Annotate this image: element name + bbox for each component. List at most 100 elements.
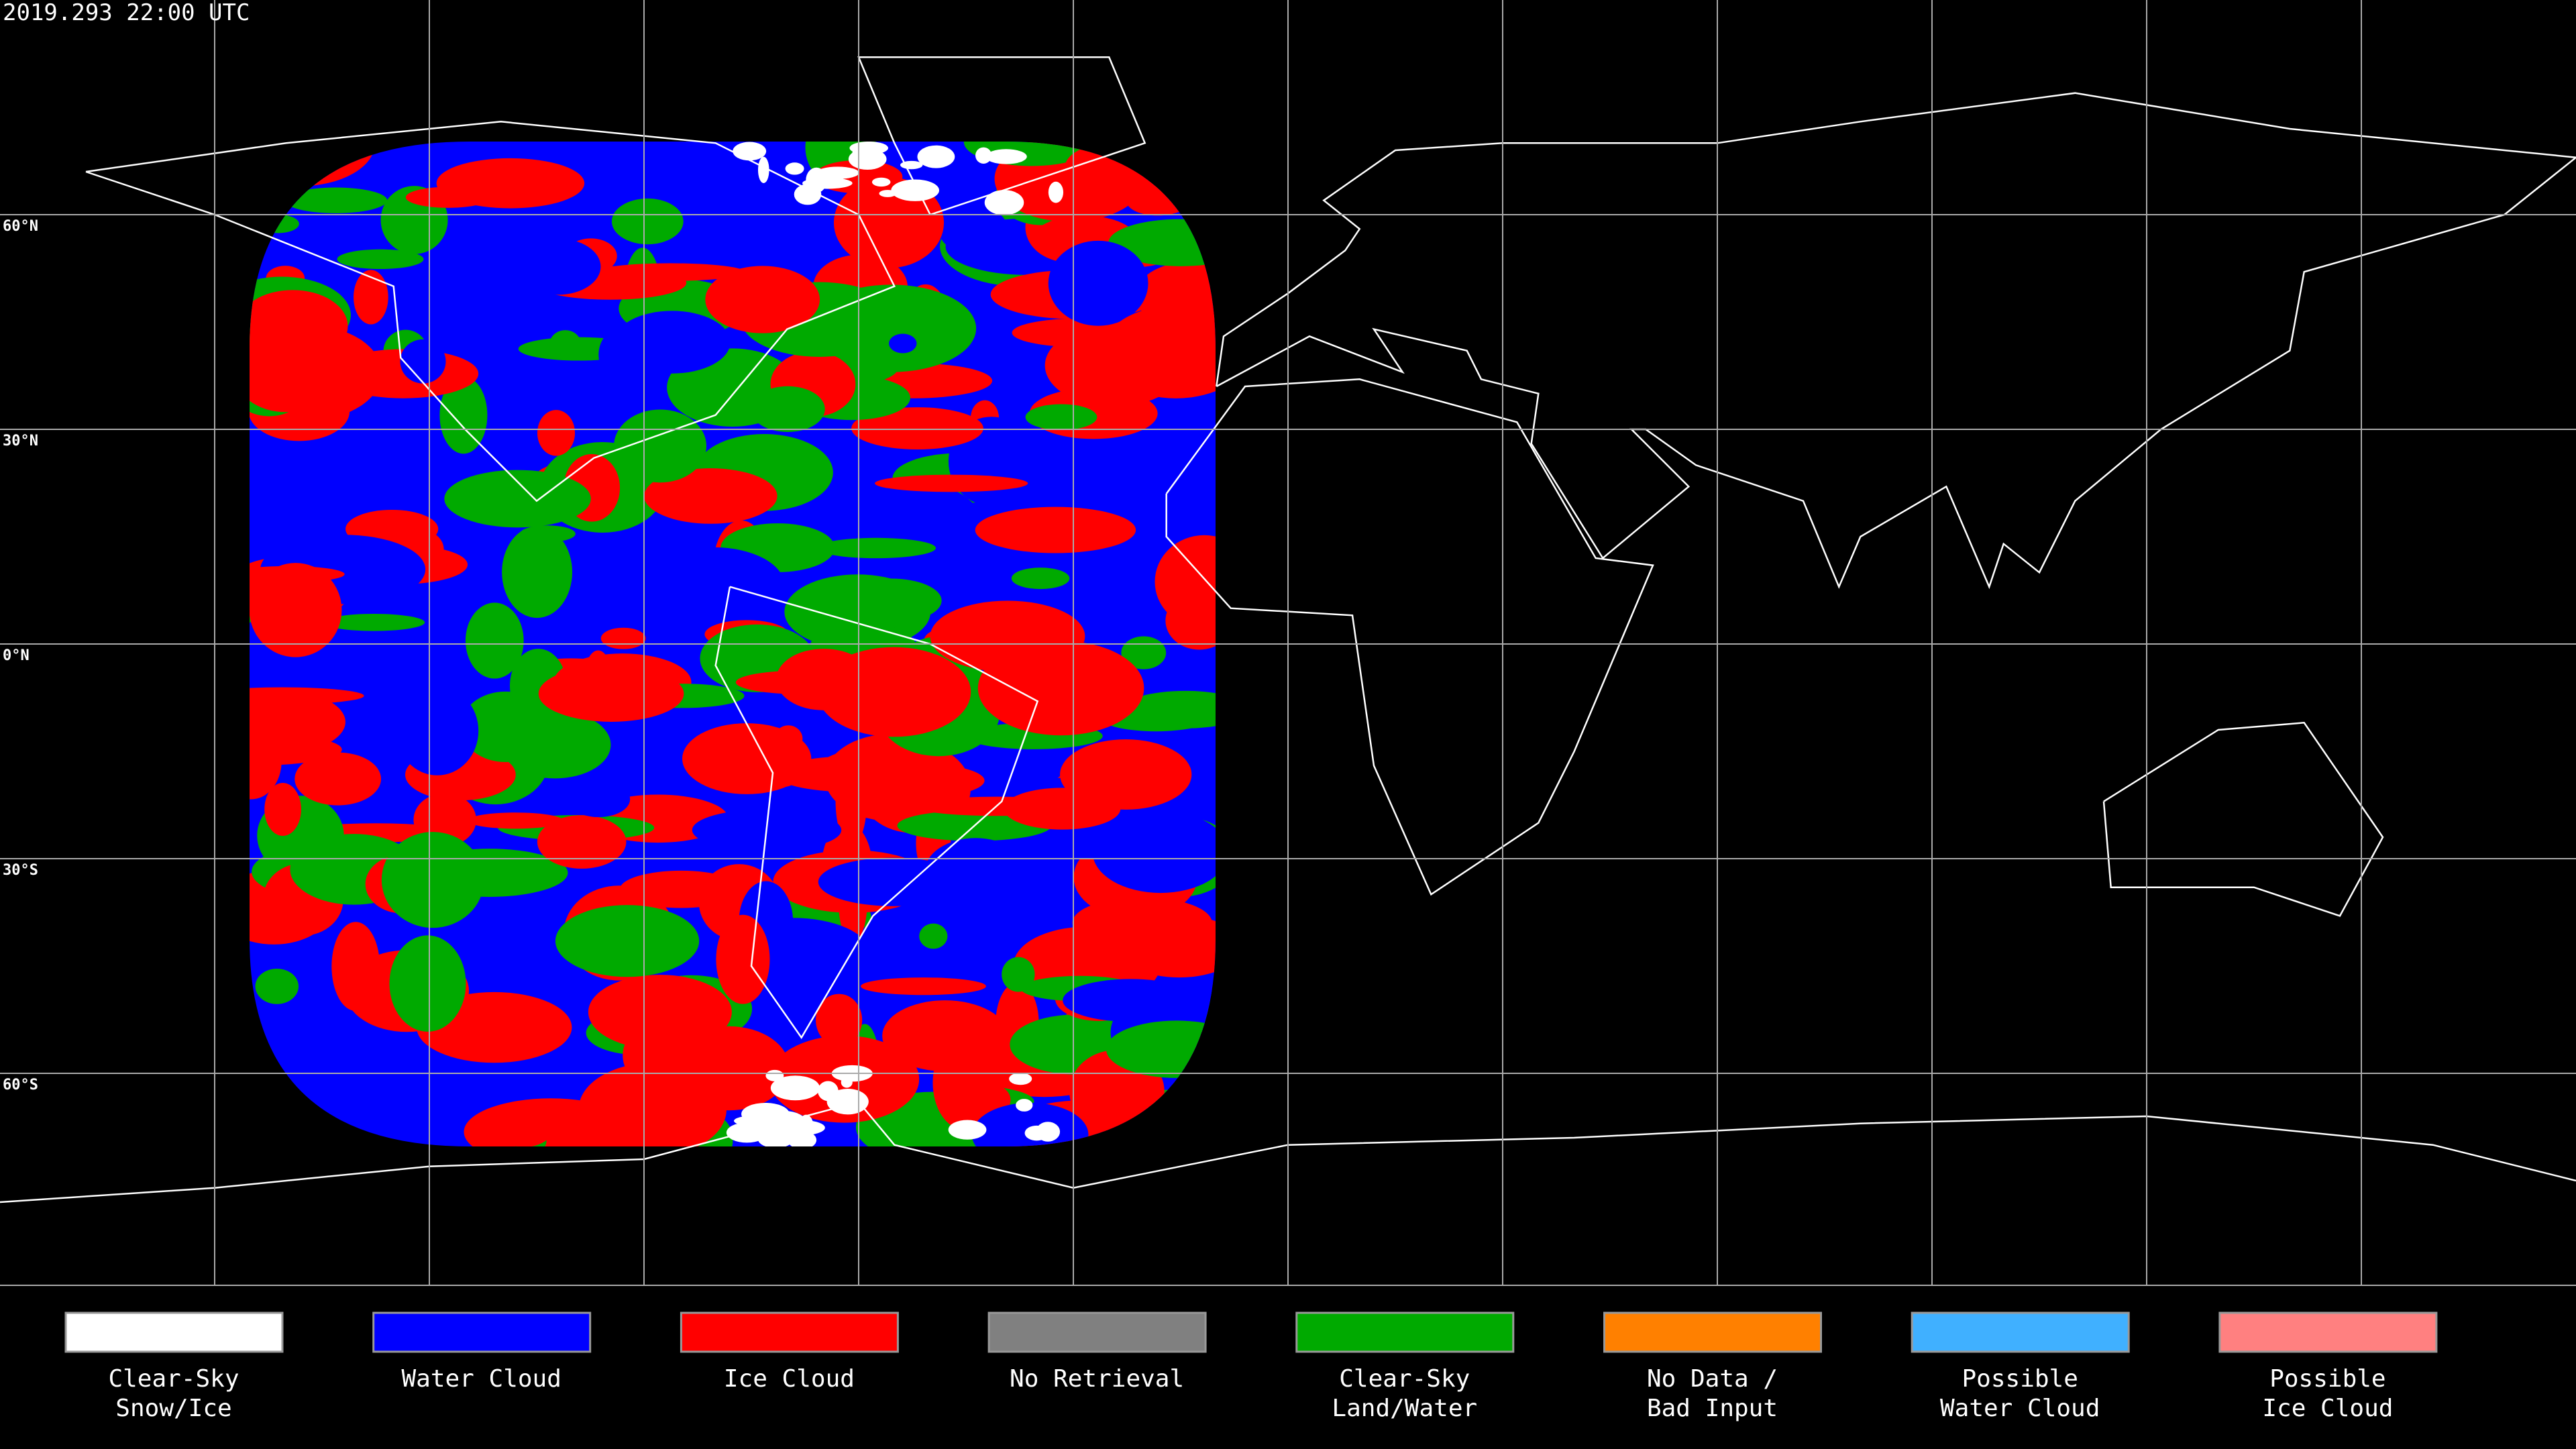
snow-region — [871, 177, 891, 187]
cloud-region — [1011, 568, 1070, 590]
legend-label: Clear-Sky — [1339, 1365, 1470, 1393]
cloud-region — [866, 1118, 924, 1136]
cloud-region — [331, 922, 380, 1012]
cloud-region — [496, 1110, 553, 1146]
cloud-region — [1057, 928, 1115, 990]
legend-swatch — [1911, 1311, 2130, 1353]
snow-region — [794, 184, 822, 205]
legend-label: Bad Input — [1647, 1395, 1778, 1422]
cloud-region — [460, 691, 550, 763]
snow-region — [975, 147, 992, 164]
coastline — [857, 56, 1146, 216]
cloud-region — [537, 815, 627, 869]
cloud-region — [861, 977, 986, 996]
cloud-region — [851, 407, 983, 449]
cloud-region — [614, 409, 707, 483]
cloud-region — [555, 905, 700, 977]
cloud-region — [816, 537, 936, 559]
snow-region — [1009, 1073, 1032, 1085]
cloud-region — [1048, 240, 1148, 326]
cloud-region — [1004, 788, 1121, 830]
legend-label: Water Cloud — [1940, 1395, 2100, 1422]
cloud-region — [1063, 979, 1199, 1022]
cloud-region — [255, 968, 299, 1004]
legend-label: Ice Cloud — [2262, 1395, 2393, 1422]
legend-label: Water Cloud — [401, 1365, 561, 1393]
cloud-region — [250, 566, 345, 583]
latitude-label: 0°N — [3, 647, 30, 664]
legend-label: Possible — [1962, 1365, 2078, 1393]
snow-region — [758, 156, 769, 184]
snow-region — [848, 148, 887, 170]
cloud-region — [405, 186, 491, 208]
cloud-region — [867, 484, 985, 579]
cloud-region — [716, 914, 770, 1004]
snow-region — [891, 179, 940, 201]
cloud-region — [750, 386, 825, 432]
cloud-region — [816, 994, 863, 1046]
legend-swatch — [1295, 1311, 1515, 1353]
legend-swatch — [987, 1311, 1207, 1353]
snow-region — [948, 1120, 987, 1140]
cloud-region — [538, 665, 684, 722]
cloud-region — [919, 923, 948, 949]
cloud-region — [600, 627, 646, 649]
legend-label: Land/Water — [1332, 1395, 1477, 1422]
coastline — [1165, 378, 1654, 896]
cloud-region — [841, 578, 942, 623]
cloud-region — [515, 238, 601, 295]
cloud-region — [614, 311, 731, 374]
cloud-region — [264, 783, 301, 836]
snow-region — [917, 145, 955, 168]
snow-region — [818, 1081, 839, 1102]
cloud-region — [668, 1026, 790, 1111]
cloud-region — [611, 198, 684, 245]
cloud-region — [439, 376, 488, 454]
cloud-region — [502, 526, 573, 619]
cloud-region — [567, 781, 631, 818]
cloud-region — [323, 614, 425, 631]
cloud-region — [889, 333, 917, 354]
graticule — [0, 0, 2576, 1285]
cloud-region — [975, 506, 1136, 553]
latitude-label: 60°N — [3, 218, 38, 235]
cloud-region — [643, 547, 785, 624]
cloud-region — [467, 812, 564, 829]
cloud-region — [773, 725, 803, 753]
snow-region — [770, 1075, 820, 1101]
legend-swatch — [680, 1311, 899, 1353]
cloud-region — [938, 205, 1008, 254]
cloud-region — [444, 470, 591, 528]
cloud-region — [765, 741, 803, 787]
cloud-region — [924, 838, 1027, 906]
cloud-region — [1102, 305, 1216, 398]
cloud-region — [598, 329, 641, 380]
timestamp: 2019.293 22:00 UTC — [3, 0, 250, 26]
cloud-region — [537, 410, 576, 456]
satellite-imagery — [250, 142, 1216, 1146]
legend-label: Possible — [2269, 1365, 2385, 1393]
legend-label: Snow/Ice — [115, 1395, 231, 1422]
snow-region — [816, 166, 859, 179]
cloud-region — [250, 563, 342, 657]
latitude-label: 60°S — [3, 1077, 38, 1093]
cloud-region — [644, 468, 777, 524]
latitude-label: 30°S — [3, 862, 38, 879]
legend-swatch — [1603, 1311, 1822, 1353]
snow-region — [785, 162, 804, 175]
legend-label: No Retrieval — [1010, 1365, 1184, 1393]
cloud-region — [354, 270, 388, 325]
coastline — [85, 121, 896, 502]
legend-label: Clear-Sky — [108, 1365, 239, 1393]
cloud-region — [1108, 219, 1216, 266]
cloud-region — [400, 339, 446, 384]
cloud-region — [284, 187, 388, 213]
legend-label: Ice Cloud — [724, 1365, 855, 1393]
snow-region — [841, 1077, 853, 1088]
cloud-region — [294, 752, 382, 806]
snow-region — [761, 1110, 807, 1137]
latitude-label: 30°N — [3, 433, 38, 449]
cloud-region — [381, 832, 484, 928]
cloud-region — [337, 249, 424, 270]
legend-swatch — [64, 1311, 284, 1353]
